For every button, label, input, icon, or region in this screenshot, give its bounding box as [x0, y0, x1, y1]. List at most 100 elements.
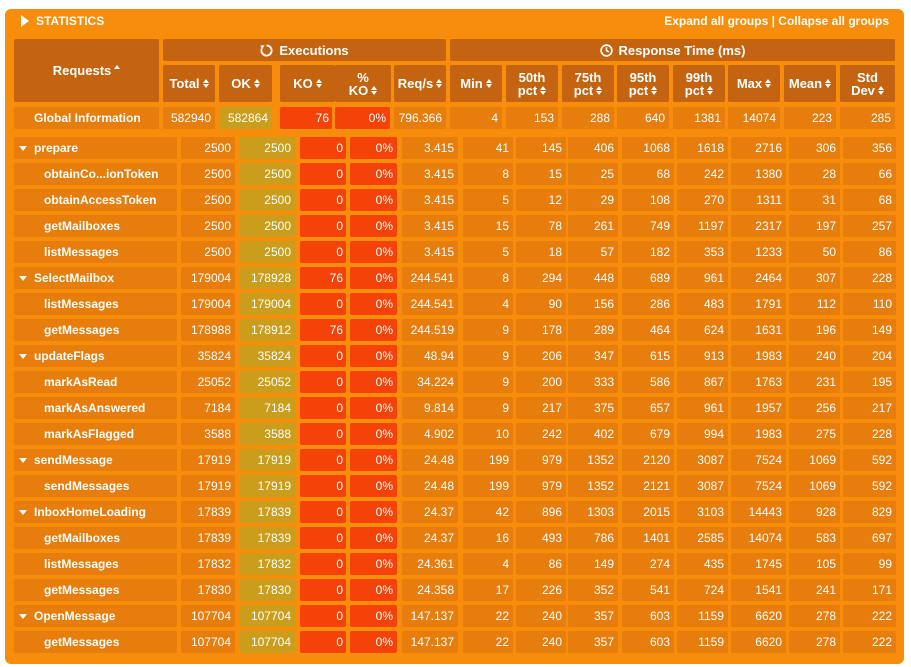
row-12-mean-cell: 1069 [789, 449, 840, 471]
group-row-name[interactable]: SelectMailbox [14, 267, 177, 289]
row-2-total-cell: 2500 [181, 189, 235, 211]
row-4-total-cell: 2500 [181, 241, 235, 263]
ko-column-header[interactable]: KO [280, 65, 335, 102]
row-13-ko-pct-cell: 0% [350, 475, 397, 497]
max-column-header[interactable]: Max [728, 65, 780, 102]
row-2-reqs-cell: 3.415 [402, 189, 458, 211]
kopct-header-label-line2: KO [348, 82, 369, 98]
min-header-label: Min [460, 76, 483, 91]
row-7-p95-cell: 464 [622, 319, 674, 341]
expand-caret-icon[interactable] [19, 509, 27, 515]
group-row-name[interactable]: OpenMessage [14, 605, 177, 627]
row-9-p99-cell: 867 [677, 371, 728, 393]
sort-icon [371, 86, 377, 95]
expand-caret-icon[interactable] [19, 457, 27, 463]
expand-caret-icon[interactable] [19, 275, 27, 281]
request-row-name: obtainCo...ionToken [14, 163, 177, 185]
p95-column-header[interactable]: 95th pct [617, 65, 669, 102]
ok-column-header[interactable]: OK [219, 65, 272, 102]
row-name-text: getMessages [44, 583, 120, 597]
row-11-p99-cell: 994 [677, 423, 728, 445]
row-18-ko-pct-cell: 0% [350, 605, 397, 627]
row-6-ko-cell: 0 [300, 293, 346, 315]
kopct-header-label-line1: % [357, 69, 369, 85]
row-6-std-cell: 110 [843, 293, 896, 315]
row-9-total-cell: 25052 [181, 371, 235, 393]
row-18-ok-cell: 107704 [240, 605, 295, 627]
row-10-p75-cell: 375 [568, 397, 618, 419]
mean-column-header[interactable]: Mean [784, 65, 836, 102]
row-12-p75-cell: 1352 [568, 449, 618, 471]
collapse-all-groups-link[interactable]: Collapse all groups [778, 14, 889, 28]
sort-icon [436, 79, 442, 88]
row-0-p99-cell: 1618 [677, 137, 728, 159]
global-ko-pct-cell: 0% [335, 107, 390, 129]
p99-column-header[interactable]: 99th pct [673, 65, 725, 102]
min-column-header[interactable]: Min [450, 65, 502, 102]
row-3-min-cell: 15 [463, 215, 513, 237]
row-1-max-cell: 1380 [731, 163, 786, 185]
row-10-total-cell: 7184 [181, 397, 235, 419]
p75-column-header[interactable]: 75th pct [562, 65, 614, 102]
row-name-text: markAsRead [44, 375, 118, 389]
row-0-max-cell: 2716 [731, 137, 786, 159]
row-0-p75-cell: 406 [568, 137, 618, 159]
row-3-max-cell: 2317 [731, 215, 786, 237]
row-13-total-cell: 17919 [181, 475, 235, 497]
p50-header-label-line2: pct [517, 82, 538, 98]
request-row-name: markAsFlagged [14, 423, 177, 445]
group-row-name[interactable]: InboxHomeLoading [14, 501, 177, 523]
row-13-p95-cell: 2121 [622, 475, 674, 497]
kopct-column-header[interactable]: % KO [335, 65, 391, 102]
row-15-p50-cell: 493 [516, 527, 566, 549]
row-15-std-cell: 697 [843, 527, 896, 549]
row-18-std-cell: 222 [843, 605, 896, 627]
row-12-p99-cell: 3087 [677, 449, 728, 471]
row-8-p95-cell: 615 [622, 345, 674, 367]
statistics-title[interactable]: STATISTICS [21, 14, 104, 28]
row-18-reqs-cell: 147.137 [402, 605, 458, 627]
row-4-p50-cell: 18 [516, 241, 566, 263]
row-14-p75-cell: 1303 [568, 501, 618, 523]
row-2-ko-pct-cell: 0% [350, 189, 397, 211]
mean-header-label: Mean [788, 76, 823, 91]
row-10-std-cell: 217 [843, 397, 896, 419]
expand-all-groups-link[interactable]: Expand all groups [664, 14, 769, 28]
row-17-p75-cell: 352 [568, 579, 618, 601]
row-17-ko-pct-cell: 0% [350, 579, 397, 601]
p99-header-label-line2: pct [684, 82, 705, 98]
p75-header-label-line1: 75th [574, 69, 602, 85]
sort-icon [651, 86, 657, 95]
row-14-total-cell: 17839 [181, 501, 235, 523]
group-row-name[interactable]: updateFlags [14, 345, 177, 367]
row-8-p75-cell: 347 [568, 345, 618, 367]
p50-column-header[interactable]: 50th pct [506, 65, 558, 102]
row-10-mean-cell: 256 [789, 397, 840, 419]
max-header-label: Max [736, 76, 763, 91]
row-name-text: OpenMessage [34, 609, 116, 623]
response-time-group-label: Response Time (ms) [618, 42, 746, 58]
reqs-column-header[interactable]: Req/s [394, 65, 446, 102]
total-column-header[interactable]: Total [163, 65, 215, 102]
group-row-name[interactable]: sendMessage [14, 449, 177, 471]
row-6-reqs-cell: 244.541 [402, 293, 458, 315]
row-6-p99-cell: 483 [677, 293, 728, 315]
expand-caret-icon[interactable] [19, 353, 27, 359]
requests-column-header[interactable]: Requests [14, 39, 159, 102]
row-4-p75-cell: 57 [568, 241, 618, 263]
row-5-reqs-cell: 244.541 [402, 267, 458, 289]
expand-caret-icon[interactable] [19, 145, 27, 151]
row-19-p99-cell: 1159 [677, 631, 728, 653]
row-11-ok-cell: 3588 [240, 423, 295, 445]
request-row-name: listMessages [14, 553, 177, 575]
expand-caret-icon[interactable] [19, 613, 27, 619]
row-name-text: sendMessage [34, 453, 113, 467]
executions-group-label: Executions [279, 42, 349, 58]
request-row-name: sendMessages [14, 475, 177, 497]
group-row-name[interactable]: prepare [14, 137, 177, 159]
row-14-ko-cell: 0 [300, 501, 346, 523]
row-7-ok-cell: 178912 [240, 319, 295, 341]
std-column-header[interactable]: Std Dev [840, 65, 895, 102]
row-2-mean-cell: 31 [789, 189, 840, 211]
row-6-min-cell: 4 [463, 293, 513, 315]
